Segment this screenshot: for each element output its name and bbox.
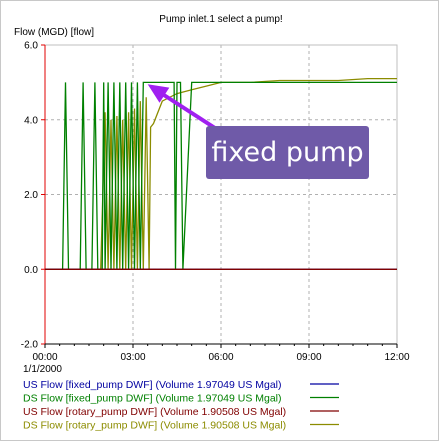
grid (45, 45, 397, 344)
y-tick-label: 2.0 (24, 190, 38, 201)
y-tick-label: 6.0 (24, 41, 38, 52)
x-tick-label: 12:00 (384, 352, 409, 363)
x-tick-label: 00:00 (32, 352, 57, 363)
chart-title: Pump inlet.1 select a pump! (159, 14, 282, 25)
annotation-arrow-shaft (158, 90, 220, 132)
date-label: 1/1/2000 (23, 364, 62, 375)
legend-entry-0[interactable]: US Flow [fixed_pump DWF] (Volume 1.97049… (23, 379, 282, 391)
legend-entry-2[interactable]: US Flow [rotary_pump DWF] (Volume 1.9050… (23, 406, 286, 418)
y-axis-label: Flow (MGD) [flow] (14, 27, 94, 38)
legend-entry-3[interactable]: DS Flow [rotary_pump DWF] (Volume 1.9050… (23, 420, 286, 432)
annotation-box (206, 126, 369, 179)
y-tick-label: 0.0 (24, 265, 38, 276)
legend[interactable]: US Flow [fixed_pump DWF] (Volume 1.97049… (23, 379, 339, 432)
x-tick-label: 09:00 (296, 352, 321, 363)
tick-labels: 6.0 4.0 2.0 0.0 -2.000:00 03:00 06:00 09:00 12:0… (21, 41, 410, 364)
x-tick-label: 03:00 (120, 352, 145, 363)
annotation-arrow-head (147, 84, 170, 103)
x-tick-label: 06:00 (208, 352, 233, 363)
legend-entry-1[interactable]: DS Flow [fixed_pump DWF] (Volume 1.97049… (23, 393, 282, 405)
annotation-text: fixed pump (211, 137, 363, 168)
y-tick-label: 4.0 (24, 115, 38, 126)
series-lines (45, 77, 397, 270)
annotation: fixed pump (147, 84, 369, 179)
axes (41, 44, 398, 348)
y-tick-label: -2.0 (21, 340, 39, 351)
